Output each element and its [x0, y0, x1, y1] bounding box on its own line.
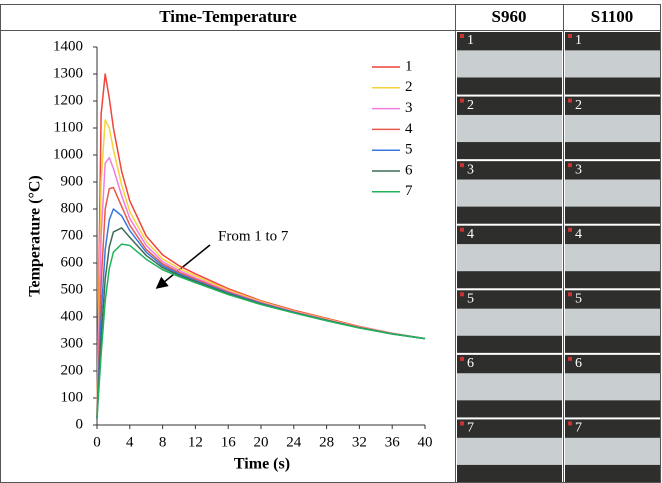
photo-band [565, 179, 660, 207]
x-tick-label: 20 [254, 434, 269, 450]
photo-spot [460, 163, 464, 168]
photo-label: 6 [575, 356, 582, 371]
photo-label: 3 [467, 162, 474, 177]
x-axis-label: Time (s) [234, 456, 290, 473]
photo-spot [568, 34, 572, 38]
photo-band [565, 50, 660, 78]
annotation: From 1 to 7 [218, 228, 289, 244]
series-line [96, 243, 426, 419]
photo-label: 4 [575, 227, 582, 242]
photo-spot [460, 98, 464, 103]
photo-label: 2 [467, 98, 474, 113]
y-tick-label: 800 [61, 200, 84, 216]
photo-band [565, 373, 660, 401]
x-tick-label: 4 [126, 434, 134, 450]
photo-spot [460, 227, 464, 232]
photo-band [457, 437, 562, 465]
legend-label: 5 [405, 142, 413, 158]
legend-label: 2 [405, 79, 413, 95]
photo-label: 3 [575, 162, 582, 177]
photo-band [457, 50, 562, 78]
photo-label: 7 [575, 421, 582, 436]
legend-label: 6 [405, 162, 413, 178]
x-tick-label: 28 [319, 434, 334, 450]
photo-label: 5 [575, 292, 582, 307]
x-tick-label: 16 [221, 434, 237, 450]
y-tick-label: 700 [61, 227, 84, 243]
y-tick-label: 200 [61, 362, 84, 378]
photo-spot [460, 421, 464, 426]
photo-label: 5 [467, 292, 474, 307]
x-tick-label: 12 [188, 434, 203, 450]
x-tick-label: 24 [286, 434, 302, 450]
y-tick-label: 1000 [53, 146, 83, 162]
photo-label: 2 [575, 98, 582, 113]
legend-label: 3 [405, 100, 413, 116]
x-tick-label: 8 [159, 434, 167, 450]
y-tick-label: 1300 [53, 65, 83, 81]
photo-spot [568, 421, 572, 426]
photo-label: 7 [467, 421, 474, 436]
legend-label: 7 [405, 183, 413, 199]
annotation-arrow [155, 244, 211, 289]
photo-band [565, 308, 660, 336]
photo-band [457, 179, 562, 207]
y-tick-label: 100 [61, 389, 84, 405]
photo-band [457, 373, 562, 401]
photo-spot [568, 227, 572, 232]
x-tick-label: 32 [352, 434, 367, 450]
photo-band [565, 437, 660, 465]
y-tick-label: 400 [61, 308, 84, 324]
photo-spot [568, 292, 572, 297]
photo-band [565, 244, 660, 272]
photo-band [457, 308, 562, 336]
photo-band [565, 114, 660, 143]
header-s960: S960 [492, 7, 527, 26]
photo-spot [568, 98, 572, 103]
photo-label: 1 [467, 33, 474, 48]
photo-spot [568, 356, 572, 361]
photo-label: 4 [467, 227, 474, 242]
header-s1100: S1100 [591, 7, 634, 26]
y-tick-label: 300 [61, 335, 84, 351]
photo-spot [460, 34, 464, 38]
legend-label: 1 [405, 58, 413, 74]
header-chart: Time-Temperature [159, 7, 297, 26]
photo-label: 6 [467, 356, 474, 371]
x-tick-label: 0 [93, 434, 101, 450]
y-tick-label: 1200 [53, 92, 83, 108]
x-tick-label: 40 [418, 434, 433, 450]
y-tick-label: 1100 [54, 119, 83, 135]
y-tick-label: 600 [61, 254, 84, 270]
photo-label: 1 [575, 33, 582, 48]
legend-label: 4 [405, 121, 413, 137]
photo-band [457, 244, 562, 272]
photo-spot [460, 356, 464, 361]
photo-spot [460, 292, 464, 297]
y-tick-label: 500 [61, 281, 84, 297]
y-tick-label: 900 [61, 173, 84, 189]
y-tick-label: 0 [76, 416, 84, 432]
x-tick-label: 36 [385, 434, 401, 450]
photo-band [457, 114, 562, 143]
photo-spot [568, 163, 572, 168]
y-tick-label: 1400 [53, 38, 83, 54]
y-axis-label: Temperature (°C) [27, 175, 44, 296]
